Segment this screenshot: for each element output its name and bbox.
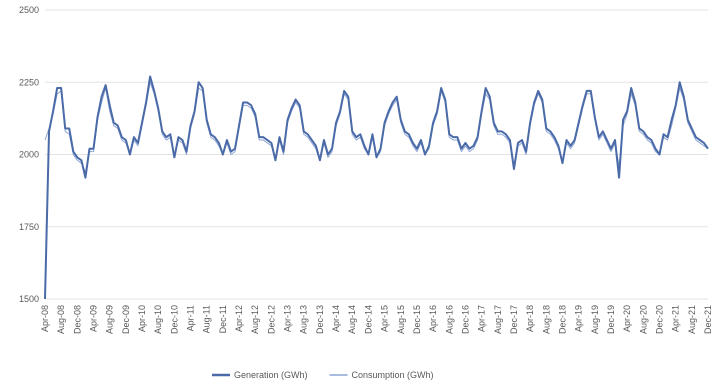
y-tick-label: 2250 <box>19 77 39 87</box>
x-tick-label: Apr-16 <box>428 305 438 332</box>
x-tick-label: Dec-16 <box>460 305 470 334</box>
x-tick-label: Dec-19 <box>606 305 616 334</box>
x-tick-label: Dec-21 <box>703 305 713 334</box>
legend-label: Consumption (GWh) <box>352 370 434 380</box>
x-tick-label: Apr-12 <box>234 305 244 332</box>
legend-label: Generation (GWh) <box>234 370 308 380</box>
x-tick-label: Aug-17 <box>493 305 503 334</box>
x-tick-label: Aug-21 <box>687 305 697 334</box>
x-tick-label: Aug-10 <box>153 305 163 334</box>
x-tick-label: Dec-10 <box>169 305 179 334</box>
x-tick-label: Dec-17 <box>509 305 519 334</box>
x-tick-label: Apr-08 <box>40 305 50 332</box>
x-tick-label: Dec-18 <box>557 305 567 334</box>
x-tick-label: Dec-20 <box>654 305 664 334</box>
x-tick-label: Aug-11 <box>202 305 212 333</box>
x-tick-label: Dec-08 <box>72 305 82 334</box>
x-tick-label: Aug-12 <box>250 305 260 334</box>
x-tick-label: Apr-17 <box>477 305 487 332</box>
x-tick-label: Apr-19 <box>574 305 584 332</box>
y-tick-label: 2500 <box>19 5 39 15</box>
x-tick-label: Apr-10 <box>137 305 147 332</box>
x-tick-label: Dec-12 <box>266 305 276 334</box>
x-tick-label: Aug-19 <box>590 305 600 334</box>
x-tick-label: Apr-09 <box>89 305 99 332</box>
x-tick-label: Dec-09 <box>121 305 131 334</box>
x-tick-label: Apr-18 <box>525 305 535 332</box>
x-tick-label: Apr-15 <box>380 305 390 332</box>
x-tick-label: Apr-13 <box>283 305 293 332</box>
x-tick-label: Apr-21 <box>671 305 681 332</box>
x-tick-label: Dec-14 <box>363 305 373 334</box>
x-tick-label: Dec-13 <box>315 305 325 334</box>
x-tick-label: Apr-14 <box>331 305 341 332</box>
x-tick-label: Dec-11 <box>218 305 228 333</box>
x-tick-label: Apr-20 <box>622 305 632 332</box>
x-tick-label: Aug-14 <box>347 305 357 334</box>
x-tick-label: Aug-08 <box>56 305 66 334</box>
series-line <box>44 81 709 173</box>
x-tick-label: Dec-15 <box>412 305 422 334</box>
x-tick-label: Aug-20 <box>638 305 648 334</box>
x-tick-label: Aug-16 <box>444 305 454 334</box>
x-tick-label: Aug-15 <box>396 305 406 334</box>
x-tick-label: Aug-13 <box>299 305 309 334</box>
y-tick-label: 2000 <box>19 150 39 160</box>
y-tick-label: 1750 <box>19 222 39 232</box>
series-line <box>44 75 709 300</box>
x-tick-label: Aug-18 <box>541 305 551 334</box>
y-tick-label: 1500 <box>19 294 39 304</box>
x-tick-label: Aug-09 <box>105 305 115 334</box>
x-tick-label: Apr-11 <box>186 305 196 331</box>
